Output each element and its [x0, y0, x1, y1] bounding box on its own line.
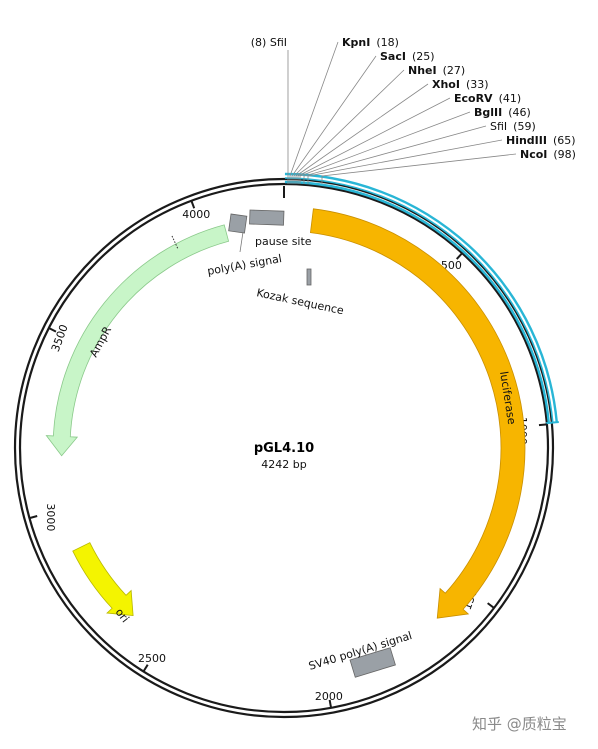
backbone-outer-ring — [13, 177, 555, 719]
kozak-box[interactable] — [306, 268, 312, 286]
tick-line — [29, 515, 38, 520]
site-label[interactable]: BglII (46) — [474, 106, 531, 119]
tick-line — [487, 602, 495, 609]
ori-arrow[interactable] — [72, 542, 134, 617]
kozak-label: Kozak sequence — [255, 286, 345, 317]
site-name: XhoI — [432, 78, 460, 91]
tick-label: 500 — [441, 259, 462, 272]
site-label[interactable]: EcoRV (41) — [454, 92, 521, 105]
site-position: (46) — [508, 106, 531, 119]
sv40-polya-box[interactable] — [349, 647, 396, 678]
site-label[interactable]: NcoI (98) — [520, 148, 576, 161]
site-position: (59) — [513, 120, 536, 133]
backbone-inner-ring — [18, 182, 550, 714]
site-position: (18) — [376, 36, 399, 49]
luciferase-arrow[interactable] — [310, 208, 526, 619]
site-leader-line — [321, 153, 517, 184]
site-name: SacI — [380, 50, 406, 63]
site-name: EcoRV — [454, 92, 493, 105]
tick-label: 4000 — [182, 208, 210, 221]
site-label[interactable]: KpnI (18) — [342, 36, 399, 49]
restriction-sites: (8) SfiI KpnI (18)SacI (25)NheI (27)XhoI (33)… — [251, 36, 576, 184]
pause-site-label: pause site — [255, 235, 312, 248]
tick-line — [538, 423, 548, 427]
site-leader-line — [297, 97, 451, 184]
site-name: HindIII — [506, 134, 547, 147]
site-leader-line — [307, 139, 503, 184]
site-leader-line — [291, 55, 377, 184]
tick-label: 2000 — [315, 690, 343, 703]
site-position: (65) — [553, 134, 576, 147]
site-position: (98) — [553, 148, 576, 161]
site-label[interactable]: HindIII (65) — [506, 134, 576, 147]
ampr-dotted-mark — [171, 235, 179, 250]
site-leader-line — [295, 83, 429, 184]
tick-label: 3500 — [49, 323, 71, 354]
site-position: (25) — [412, 50, 435, 63]
polya-leader — [239, 231, 244, 253]
site-label[interactable]: (8) SfiI — [251, 36, 287, 49]
highlight-arc — [284, 172, 558, 423]
tick-label: 2500 — [138, 652, 166, 665]
site-position: (33) — [466, 78, 489, 91]
highlight-end — [545, 421, 559, 425]
site-leader-line — [299, 111, 471, 184]
highlight-region — [284, 172, 559, 425]
site-leader-line — [303, 125, 487, 184]
site-leader-line — [293, 69, 405, 184]
ampr-arrow[interactable] — [45, 224, 230, 457]
plasmid-name: pGL4.10 — [254, 441, 314, 456]
site-label[interactable]: SacI (25) — [380, 50, 435, 63]
tick-line — [190, 200, 196, 209]
tick-line — [328, 699, 333, 708]
tick-line — [142, 664, 149, 673]
tick-line — [455, 252, 463, 260]
site-label[interactable]: NheI (27) — [408, 64, 465, 77]
site-name: NcoI — [520, 148, 547, 161]
pause-site-box[interactable] — [249, 209, 285, 226]
site-position: (27) — [443, 64, 466, 77]
watermark: 知乎 @质粒宝 — [472, 715, 567, 733]
polya-signal-label: poly(A) signal — [206, 252, 283, 278]
site-name: BglII — [474, 106, 502, 119]
plasmid-size: 4242 bp — [261, 458, 306, 471]
site-name: KpnI — [342, 36, 370, 49]
tick-line — [48, 327, 57, 333]
site-position: (41) — [499, 92, 522, 105]
polya-signal-box[interactable] — [228, 213, 248, 234]
tick-label: 3000 — [44, 503, 57, 531]
site-label[interactable]: XhoI (33) — [432, 78, 489, 91]
site-name: NheI — [408, 64, 437, 77]
highlight-arc — [284, 177, 554, 423]
highlight-arc — [284, 180, 551, 424]
site-leader-line — [289, 41, 339, 184]
site-name: SfiI — [490, 120, 507, 133]
site-label[interactable]: SfiI (59) — [490, 120, 536, 133]
